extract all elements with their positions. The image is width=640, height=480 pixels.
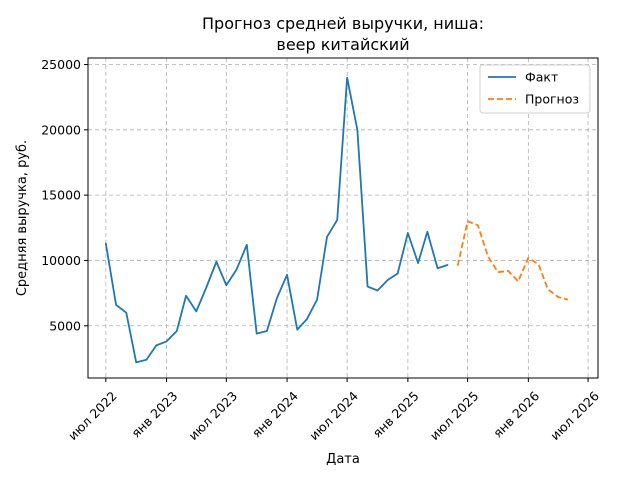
x-axis-label: Дата (326, 452, 360, 467)
legend-label: Факт (525, 70, 558, 85)
chart-title-line-2: веер китайский (276, 35, 409, 54)
y-axis-label: Средняя выручка, руб. (15, 140, 30, 296)
chart-title-line-1: Прогноз средней выручки, ниша: (202, 14, 484, 33)
legend: Факт Прогноз (479, 64, 591, 114)
series-line-forecast (456, 220, 569, 301)
y-tick-label: 15000 (41, 188, 81, 203)
y-tick-label: 25000 (41, 57, 81, 72)
series-line-fact (104, 76, 449, 364)
legend-label: Прогноз (525, 92, 579, 107)
y-tick-label: 10000 (41, 253, 81, 268)
y-tick-label: 20000 (41, 122, 81, 137)
series-layer (104, 76, 569, 364)
y-tick-label: 5000 (49, 318, 81, 333)
plot-frame (87, 57, 599, 379)
